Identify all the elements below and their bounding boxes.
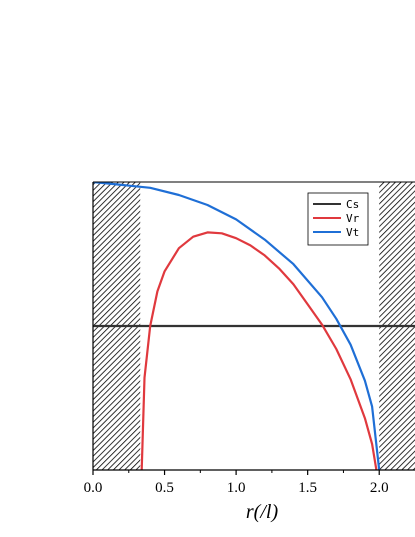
series-lines: [93, 182, 415, 470]
series-line-vt: [93, 182, 381, 470]
legend-label-vr: Vr: [346, 212, 360, 225]
x-tick-label: 2.0: [370, 480, 389, 496]
x-axis-title: r(/l): [246, 501, 279, 523]
x-tick-label: 0.5: [155, 480, 174, 496]
legend-label-cs: Cs: [346, 198, 359, 211]
x-tick-label: 0.0: [84, 480, 103, 496]
x-axis: 0.0 0.5 1.0 1.5 2.0: [84, 470, 389, 496]
legend-label-vt: Vt: [346, 226, 359, 239]
plot-frame: [92, 181, 415, 471]
x-tick-label: 1.0: [227, 480, 246, 496]
series-line-vr: [140, 231, 378, 470]
x-tick-label: 1.5: [298, 480, 317, 496]
